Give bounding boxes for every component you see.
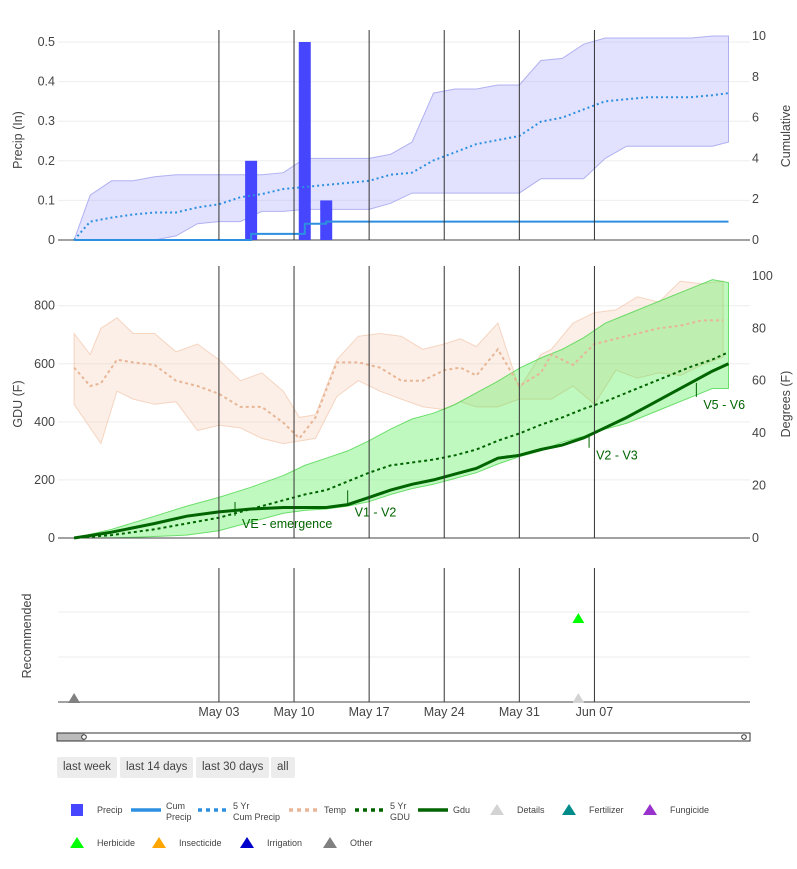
range-slider-right-handle [741, 734, 747, 740]
legend-herbicide-swatch [70, 837, 84, 848]
degrees-ytick-2: 40 [752, 426, 766, 440]
degrees-ytick-0: 0 [752, 531, 759, 545]
cumulative-ytick-4: 8 [752, 70, 759, 84]
precip-ytick-4: 0.4 [38, 75, 55, 89]
cum-precip-line [74, 220, 729, 241]
x-tick-label-5: Jun 07 [576, 705, 614, 719]
gdu-ytick-3: 600 [34, 357, 55, 371]
legend-gdu-label: Gdu [453, 805, 470, 815]
legend-details-label: Details [517, 805, 545, 815]
gdu-ytick-2: 400 [34, 415, 55, 429]
gdu-range-band [73, 279, 729, 539]
range-button-last-week[interactable]: last week [57, 757, 117, 778]
stage-label-0: VE - emergence [242, 517, 332, 531]
legend-insecticide-swatch [152, 837, 166, 848]
precip-bar-1 [298, 42, 311, 240]
legend-irrigation-swatch [240, 837, 254, 848]
range-slider-track [56, 732, 751, 742]
legend-details-swatch [490, 804, 504, 815]
x-tick-label-0: May 03 [198, 705, 239, 719]
precip-ytick-5: 0.5 [38, 35, 55, 49]
degrees-ytick-5: 100 [752, 269, 773, 283]
degrees-ytick-4: 80 [752, 321, 766, 335]
range-slider-minimap [57, 733, 85, 741]
legend-irrigation-label: Irrigation [267, 838, 302, 848]
cumulative-ytick-5: 10 [752, 29, 766, 43]
cumulative-ytick-3: 6 [752, 111, 759, 125]
stage-label-1: V1 - V2 [355, 505, 397, 519]
legend-5-yr-cum-precip-label: 5 Yr [233, 801, 249, 811]
degrees-ytick-3: 60 [752, 374, 766, 388]
degrees-axis-title: Degrees (F) [779, 371, 793, 438]
legend-cum-precip-label: Cum [166, 801, 185, 811]
event-marker-details [572, 693, 585, 703]
legend-herbicide-label: Herbicide [97, 838, 135, 848]
legend-precip-label: Precip [97, 805, 123, 815]
event-marker-other [68, 693, 81, 703]
range-slider-left-handle [81, 734, 87, 740]
x-tick-label-1: May 10 [274, 705, 315, 719]
event-marker-herbicide [572, 613, 585, 623]
legend-cum-precip-label2: Precip [166, 812, 192, 822]
cumulative-ytick-1: 2 [752, 192, 759, 206]
precip-ytick-1: 0.1 [38, 193, 55, 207]
stage-label-3: V5 - V6 [703, 398, 745, 412]
x-tick-label-4: May 31 [499, 705, 540, 719]
gdu-ytick-4: 800 [34, 299, 55, 313]
range-button-last-30-days[interactable]: last 30 days [196, 757, 270, 778]
cumulative-ytick-2: 4 [752, 151, 759, 165]
range-button-last-14-days[interactable]: last 14 days [120, 757, 194, 778]
legend-fungicide-label: Fungicide [670, 805, 709, 815]
legend-insecticide-label: Insecticide [179, 838, 222, 848]
cum-precip-5yr-line [73, 92, 729, 241]
legend-5-yr-gdu-label: 5 Yr [390, 801, 406, 811]
gdu-axis-title: GDU (F) [11, 380, 25, 427]
degrees-ytick-1: 20 [752, 479, 766, 493]
legend-5-yr-gdu-label2: GDU [390, 812, 410, 822]
temp-5yr-line [73, 319, 724, 440]
recommended-axis-title: Recommended [20, 594, 34, 679]
cum-precip-range-band [73, 35, 729, 241]
precip-ytick-3: 0.3 [38, 114, 55, 128]
gdu-ytick-1: 200 [34, 473, 55, 487]
precip-bar-0 [245, 160, 258, 240]
cumulative-axis-title: Cumulative [779, 105, 793, 168]
precip-axis-title: Precip (In) [11, 111, 25, 169]
legend-fungicide-swatch [643, 804, 657, 815]
gdu-ytick-0: 0 [48, 531, 55, 545]
legend-other-swatch [323, 837, 337, 848]
x-tick-label-3: May 24 [424, 705, 465, 719]
legend-other-label: Other [350, 838, 373, 848]
cumulative-ytick-0: 0 [752, 233, 759, 247]
precip-bar-2 [320, 200, 333, 240]
legend-temp-label: Temp [324, 805, 346, 815]
stage-label-2: V2 - V3 [596, 449, 638, 463]
legend-5-yr-cum-precip-label2: Cum Precip [233, 812, 280, 822]
legend-fertilizer-label: Fertilizer [589, 805, 624, 815]
precip-ytick-0: 0 [48, 233, 55, 247]
legend-precip-swatch [71, 804, 83, 816]
range-button-all[interactable]: all [271, 757, 295, 778]
x-tick-label-2: May 17 [349, 705, 390, 719]
legend-fertilizer-swatch [562, 804, 576, 815]
precip-ytick-2: 0.2 [38, 154, 55, 168]
temp-range-band [73, 280, 724, 445]
